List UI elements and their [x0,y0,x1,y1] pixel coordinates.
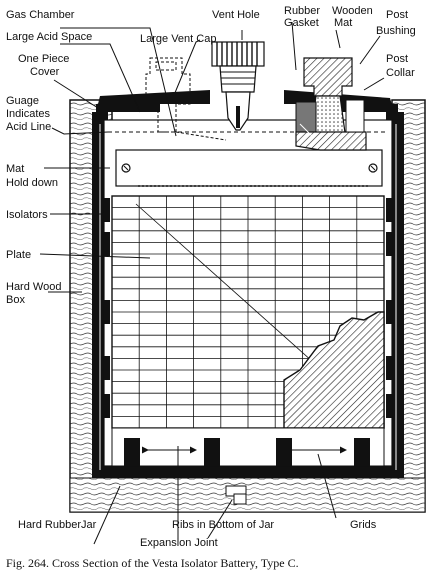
label-wooden-mat-1: Wooden [332,5,373,17]
leader-lines [39,21,385,545]
label-guage-2: Indicates [6,108,51,120]
hard-rubber-jar [92,112,404,478]
label-large-vent-cap: Large Vent Cap [140,33,216,45]
label-guage-1: Guage [6,95,39,107]
label-hard-wood-1: Hard Wood [6,281,61,293]
label-vent-hole: Vent Hole [212,9,260,21]
label-one-piece-cover-2: Cover [30,66,60,78]
label-post-collar-2: Collar [386,67,415,79]
label-guage-3: Acid Line [6,121,51,133]
label-mat-1: Mat [6,163,24,175]
label-one-piece-cover-1: One Piece [18,53,69,65]
label-expansion-joint: Expansion Joint [140,537,218,549]
jar-bottom-ribs [111,427,385,467]
label-hard-wood-2: Box [6,294,25,306]
label-ribs: Ribs in Bottom of Jar [172,519,274,531]
label-isolators: Isolators [6,209,48,221]
label-grids: Grids [350,519,377,531]
label-large-acid-space: Large Acid Space [6,31,92,43]
vent-hole-cap [211,41,265,131]
expansion-joint [225,485,247,505]
label-hard-rubber-jar: Hard RubberJar [18,519,97,531]
label-wooden-mat-2: Mat [334,17,352,29]
label-post-bushing-1: Post [386,9,408,21]
label-rubber-gasket-1: Rubber [284,5,320,17]
label-gas-chamber: Gas Chamber [6,9,75,21]
label-plate: Plate [6,249,31,261]
label-mat-2: Hold down [6,177,58,189]
large-vent-cap-phantom [145,57,227,141]
figure-caption: Fig. 264. Cross Section of the Vesta Iso… [6,556,299,570]
label-post-collar-1: Post [386,53,408,65]
label-post-bushing-2: Bushing [376,25,416,37]
post-assembly [295,57,367,151]
grids-cutaway [283,311,385,429]
isolators [104,198,392,418]
mat-hold-down [115,149,383,187]
label-rubber-gasket-2: Gasket [284,17,319,29]
